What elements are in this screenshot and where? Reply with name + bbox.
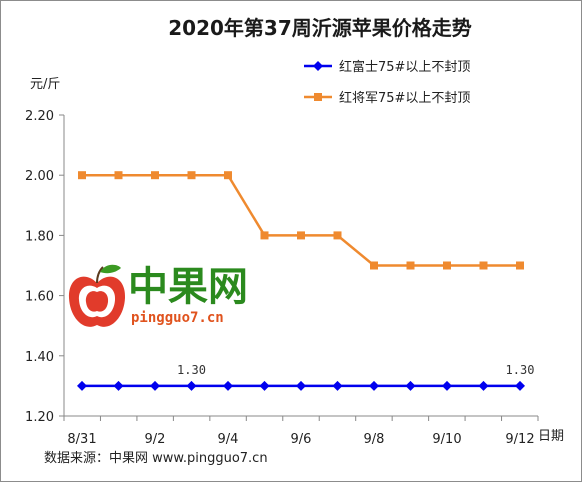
series-1-point bbox=[77, 380, 87, 391]
data-label: 1.30 bbox=[506, 363, 535, 377]
series-1-point bbox=[369, 380, 379, 391]
data-label: 1.30 bbox=[177, 363, 206, 377]
x-tick-label: 9/12 bbox=[505, 432, 534, 447]
chart-title: 2020年第37周沂源苹果价格走势 bbox=[168, 16, 472, 40]
x-tick-label: 9/4 bbox=[218, 432, 239, 447]
series-1-point bbox=[150, 380, 160, 391]
watermark-site: pingguo7.cn bbox=[131, 310, 224, 326]
series-1-point bbox=[442, 380, 452, 391]
series-2-point bbox=[333, 231, 342, 240]
series-2-point bbox=[260, 231, 269, 240]
series-1-point bbox=[296, 380, 306, 391]
series-2 bbox=[78, 171, 524, 270]
series-1-point bbox=[478, 380, 489, 391]
legend-marker-series-2 bbox=[314, 93, 322, 101]
series-1-point bbox=[332, 380, 343, 391]
y-tick-label: 1.60 bbox=[25, 290, 54, 305]
series-1-point bbox=[113, 380, 124, 391]
x-tick-label: 9/2 bbox=[145, 432, 166, 447]
y-tick-label: 2.20 bbox=[25, 109, 54, 124]
y-axis-unit: 元/斤 bbox=[30, 77, 60, 92]
series-1-point bbox=[405, 380, 416, 391]
series-2-line bbox=[82, 173, 520, 267]
series-1-point bbox=[259, 380, 270, 391]
series-2-point bbox=[370, 261, 378, 270]
legend-label-series-2: 红将军75#以上不封顶 bbox=[339, 90, 470, 106]
data-source: 数据来源：中果网 www.pingguo7.cn bbox=[44, 451, 268, 466]
x-tick-label: 8/31 bbox=[67, 432, 96, 447]
series-2-point bbox=[224, 171, 232, 180]
series-1-point bbox=[515, 380, 525, 391]
y-tick-label: 2.00 bbox=[25, 169, 54, 184]
series-2-point bbox=[406, 261, 415, 270]
series-layer bbox=[77, 171, 525, 391]
legend: 红富士75#以上不封顶 红将军75#以上不封顶 bbox=[304, 59, 470, 106]
watermark-brand: 中果网 bbox=[128, 264, 248, 310]
legend-marker-series-1 bbox=[313, 61, 323, 71]
apple-logo-icon bbox=[68, 264, 126, 327]
x-axis-label: 日期 bbox=[538, 429, 564, 444]
y-tick-label: 1.20 bbox=[25, 410, 54, 425]
x-tick-label: 9/8 bbox=[364, 432, 385, 447]
y-tick-label: 1.80 bbox=[25, 229, 54, 244]
series-2-point bbox=[187, 171, 196, 180]
axes: 1.20 1.40 1.60 1.80 2.00 2.20 8/31 9/2 9/4 9/6 9/8… bbox=[25, 109, 564, 447]
watermark: 中果网 pingguo7.cn bbox=[68, 264, 248, 327]
series-2-point bbox=[297, 231, 305, 240]
series-2-point bbox=[443, 261, 451, 270]
series-2-point bbox=[516, 261, 524, 270]
x-tick-label: 9/10 bbox=[432, 432, 461, 447]
series-1-point bbox=[186, 380, 197, 391]
series-2-point bbox=[151, 171, 159, 180]
x-tick-label: 9/6 bbox=[291, 432, 312, 447]
data-labels: 1.30 1.30 bbox=[177, 363, 534, 377]
series-2-point bbox=[78, 171, 86, 180]
legend-label-series-1: 红富士75#以上不封顶 bbox=[339, 59, 470, 75]
series-2-point bbox=[114, 171, 123, 180]
series-1-point bbox=[223, 380, 233, 391]
series-1 bbox=[77, 380, 525, 391]
series-2-point bbox=[479, 261, 488, 270]
y-tick-label: 1.40 bbox=[25, 350, 54, 365]
